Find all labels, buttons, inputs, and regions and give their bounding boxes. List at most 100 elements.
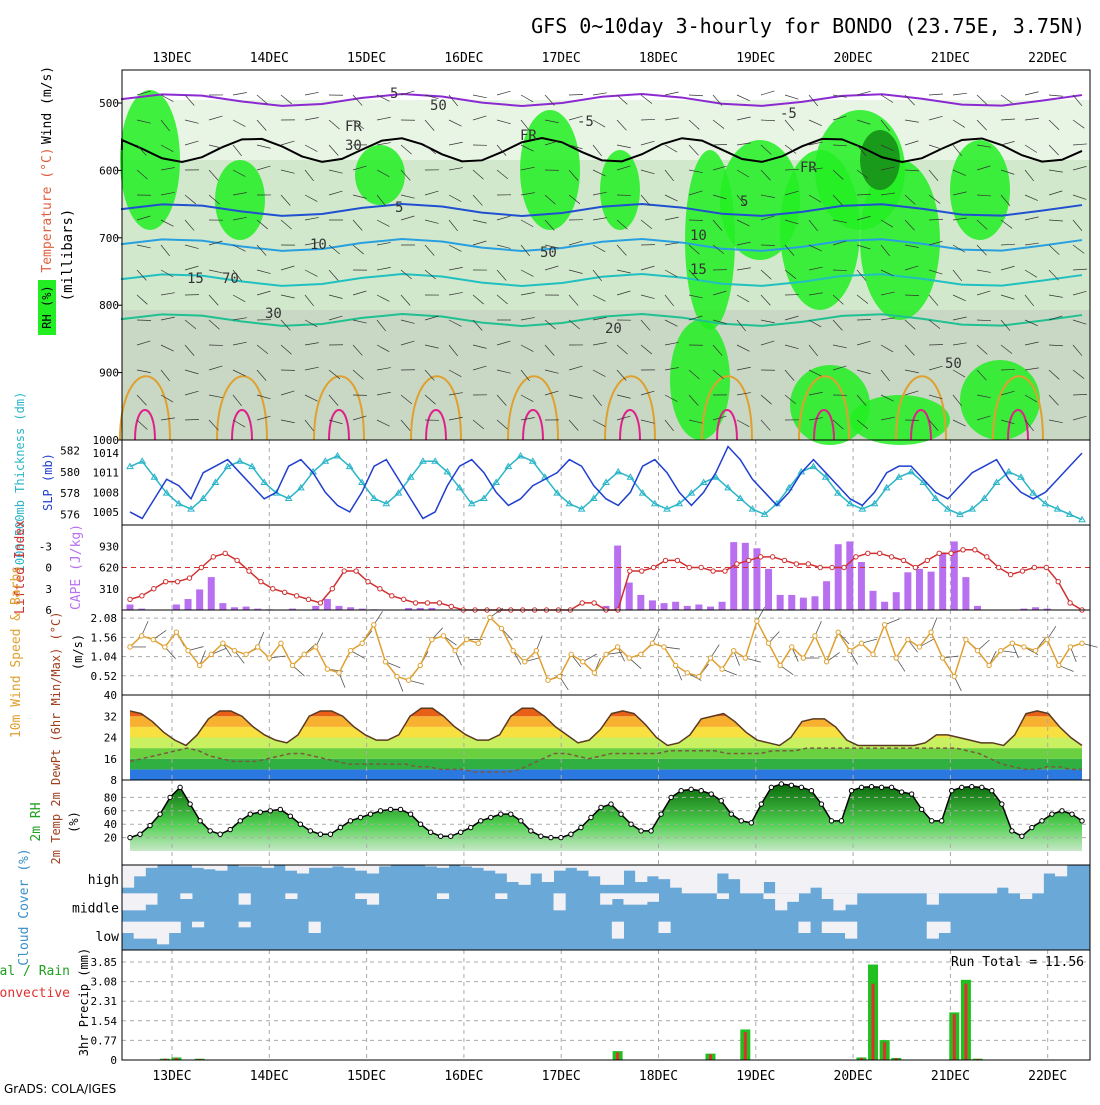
cloud-clear-segment (122, 865, 134, 888)
cloud-clear-segment (798, 865, 810, 893)
contour-label: 20 (605, 321, 622, 337)
contour-label: 5 (395, 200, 403, 216)
rh-point (509, 812, 513, 816)
cloud-clear-segment (938, 865, 950, 893)
wind-speed-point (813, 634, 817, 638)
temp-band (122, 769, 1090, 780)
lifted-index-point (592, 601, 596, 605)
cape-bar (649, 600, 656, 610)
contour-label: 5 (740, 194, 748, 210)
lifted-index-point (402, 597, 406, 601)
cloud-clear-segment (740, 865, 752, 893)
cape-bar (939, 552, 946, 610)
wind-speed-point (453, 648, 457, 652)
lifted-index-point (889, 555, 893, 559)
precip-convective-bar (709, 1054, 712, 1060)
wind-speed-point (929, 630, 933, 634)
li-tick-label: 3 (45, 583, 52, 596)
wind-speed-point (314, 645, 318, 649)
cape-bar (684, 606, 691, 610)
cloud-clear-segment (612, 922, 624, 939)
precip-tick-label: 2.31 (91, 995, 118, 1008)
lifted-index-point (628, 569, 632, 573)
wind-speed-point (906, 637, 910, 641)
lifted-index-point (330, 587, 334, 591)
cloud-clear-segment (355, 893, 367, 899)
precip-ylabel: 3hr Precip (mm) (77, 948, 91, 1056)
slp-label: SLP (mb) (41, 453, 55, 511)
cape-label: CAPE (J/kg) (69, 524, 84, 610)
date-label-top: 13DEC (152, 51, 191, 66)
lifted-index-point (854, 555, 858, 559)
rh-point (448, 834, 452, 838)
slp-tick-label: 1011 (93, 467, 120, 480)
rh-point (1050, 812, 1054, 816)
rh-point (869, 784, 873, 788)
cloud-clear-segment (973, 865, 985, 893)
precip-total-label: Total / Rain (0, 964, 70, 979)
cape-bar (928, 572, 935, 610)
cloud-clear-segment (145, 922, 157, 939)
wind-speed-point (302, 652, 306, 656)
cloud-clear-segment (775, 865, 787, 893)
cape-bar (962, 577, 969, 610)
thickness-tick-label: 578 (60, 487, 80, 500)
lifted-index-point (818, 565, 822, 569)
wind-speed-point (523, 660, 527, 664)
cape-bar (846, 541, 853, 610)
rh2m-tick-label: 60 (104, 805, 117, 818)
cloud-clear-segment (192, 922, 204, 928)
rh-point (549, 835, 553, 839)
wind-speed-point (859, 641, 863, 645)
rh-point (980, 785, 984, 789)
lifted-index-point (128, 597, 132, 601)
wind-speed-point (673, 663, 677, 667)
date-label-top: 21DEC (931, 51, 970, 66)
lifted-index-point (283, 590, 287, 594)
cloud-clear-segment (647, 865, 659, 876)
wind-speed-point (871, 652, 875, 656)
date-label-bottom: 18DEC (639, 1069, 678, 1084)
rh-point (458, 830, 462, 834)
wind-speed-point (743, 656, 747, 660)
wind-speed-point (1033, 648, 1037, 652)
rh-point (499, 812, 503, 816)
rh-point (479, 819, 483, 823)
rh-point (709, 792, 713, 796)
contour-label: 15 (690, 262, 707, 278)
rh-point (729, 812, 733, 816)
precip-tick-label: 1.54 (91, 1015, 118, 1028)
rh-point (699, 789, 703, 793)
slp-tick-label: 1008 (93, 486, 120, 499)
cape-tick-label: 310 (99, 583, 119, 596)
cape-bar (765, 569, 772, 610)
wind10-label: 10m Wind Speed & Barbs (9, 566, 24, 738)
wind-speed-point (244, 652, 248, 656)
lifted-index-point (1056, 579, 1060, 583)
wind-speed-point (441, 634, 445, 638)
lifted-index-point (211, 555, 215, 559)
cloud-clear-segment (519, 865, 531, 885)
rh-point (599, 805, 603, 809)
wind-speed-point (209, 652, 213, 656)
lifted-index-point (901, 558, 905, 562)
contour-label: FR (345, 119, 362, 135)
rh-point (739, 819, 743, 823)
temp2m-tick-label: 40 (104, 689, 117, 702)
rh-point (719, 799, 723, 803)
lifted-index-point (973, 548, 977, 552)
wind-speed-point (418, 663, 422, 667)
cloud-clear-segment (134, 922, 146, 939)
lifted-index-point (580, 601, 584, 605)
rh-point (819, 802, 823, 806)
lifted-index-point (782, 558, 786, 562)
rh-point (619, 812, 623, 816)
cloud-clear-segment (1020, 893, 1032, 899)
cloud-clear-segment (892, 865, 904, 893)
rh-point (950, 789, 954, 793)
wind-speed-point (488, 615, 492, 619)
rh2m-tick-label: 20 (104, 832, 117, 845)
lifted-index-point (699, 565, 703, 569)
cloud-clear-segment (495, 893, 507, 899)
